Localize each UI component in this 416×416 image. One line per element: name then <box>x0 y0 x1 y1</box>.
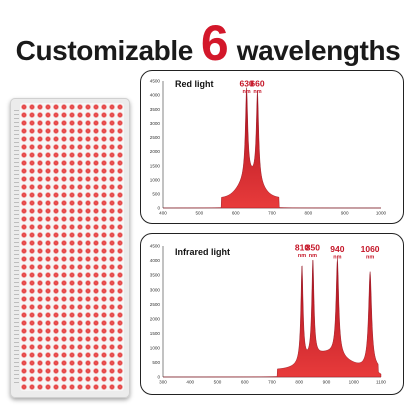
y-tick-label: 2500 <box>150 302 161 307</box>
x-tick-label: 700 <box>268 211 276 216</box>
y-tick-label: 3000 <box>150 121 161 126</box>
device-led-face <box>20 103 124 391</box>
x-tick-label: 300 <box>159 380 167 385</box>
y-tick-label: 4000 <box>150 258 161 263</box>
spectrum-area <box>162 258 382 378</box>
red-light-chart: 0 500 1000 1500 2000 2500 3000 3500 4000 4500 400 5… <box>150 79 387 216</box>
y-tick-label: 2000 <box>150 149 161 154</box>
red-light-chart-panel: 0 500 1000 1500 2000 2500 3000 3500 4000 4500 400 5… <box>140 70 404 224</box>
peak-unit-label: nm <box>309 253 317 259</box>
x-tick-label: 1000 <box>349 380 360 385</box>
headline-number: 6 <box>200 15 229 71</box>
peak-label-940: 940 <box>330 244 344 254</box>
x-tick-label: 800 <box>304 211 312 216</box>
device-vent-grille <box>14 110 19 384</box>
chart-title: Red light <box>175 79 214 89</box>
peak-label-810: 810 <box>295 243 309 253</box>
y-tick-label: 1000 <box>150 345 161 350</box>
red-light-therapy-panel-icon <box>10 98 130 398</box>
y-tick-label: 4500 <box>150 79 161 84</box>
y-tick-label: 2500 <box>150 135 161 140</box>
infrared-light-chart: 0 500 1000 1500 2000 2500 3000 3500 4000 4500 300 4… <box>150 243 387 385</box>
peak-label-850: 850 <box>306 243 320 253</box>
x-tick-label: 600 <box>241 380 249 385</box>
infrared-light-chart-panel: 0 500 1000 1500 2000 2500 3000 3500 4000 4500 300 4… <box>140 233 404 395</box>
peak-unit-label: nm <box>253 89 261 95</box>
chart-title: Infrared light <box>175 247 230 257</box>
y-tick-label: 4500 <box>150 244 161 249</box>
y-tick-label: 3500 <box>150 107 161 112</box>
y-tick-label: 3500 <box>150 273 161 278</box>
peak-label-1060: 1060 <box>361 244 380 254</box>
y-tick-label: 1500 <box>150 331 161 336</box>
peak-unit-label: nm <box>298 253 306 259</box>
headline-suffix: wavelengths <box>236 35 401 66</box>
y-tick-label: 500 <box>152 360 160 365</box>
headline-prefix: Customizable <box>15 35 194 66</box>
peak-unit-label: nm <box>366 255 374 261</box>
y-tick-label: 2000 <box>150 316 161 321</box>
x-tick-label: 900 <box>323 380 331 385</box>
x-tick-label: 700 <box>268 380 276 385</box>
y-tick-label: 3000 <box>150 287 161 292</box>
spectrum-area <box>162 87 382 209</box>
x-tick-label: 500 <box>195 211 203 216</box>
headline: Customizable 6 wavelengths <box>0 18 416 72</box>
y-tick-label: 0 <box>157 206 160 211</box>
x-tick-label: 400 <box>186 380 194 385</box>
y-tick-label: 4000 <box>150 93 161 98</box>
led-array <box>20 103 124 391</box>
x-tick-label: 500 <box>214 380 222 385</box>
peak-label-630: 630 <box>239 79 253 89</box>
y-tick-label: 1000 <box>150 177 161 182</box>
x-tick-label: 1000 <box>376 211 387 216</box>
peak-label-660: 660 <box>250 79 264 89</box>
peak-unit-label: nm <box>242 89 250 95</box>
x-tick-label: 400 <box>159 211 167 216</box>
peak-unit-label: nm <box>333 255 341 261</box>
x-tick-label: 800 <box>295 380 303 385</box>
y-tick-label: 1500 <box>150 163 161 168</box>
y-tick-label: 500 <box>152 191 160 196</box>
x-tick-label: 900 <box>341 211 349 216</box>
x-tick-label: 1100 <box>376 380 386 385</box>
x-tick-label: 600 <box>232 211 240 216</box>
y-tick-label: 0 <box>157 375 160 380</box>
